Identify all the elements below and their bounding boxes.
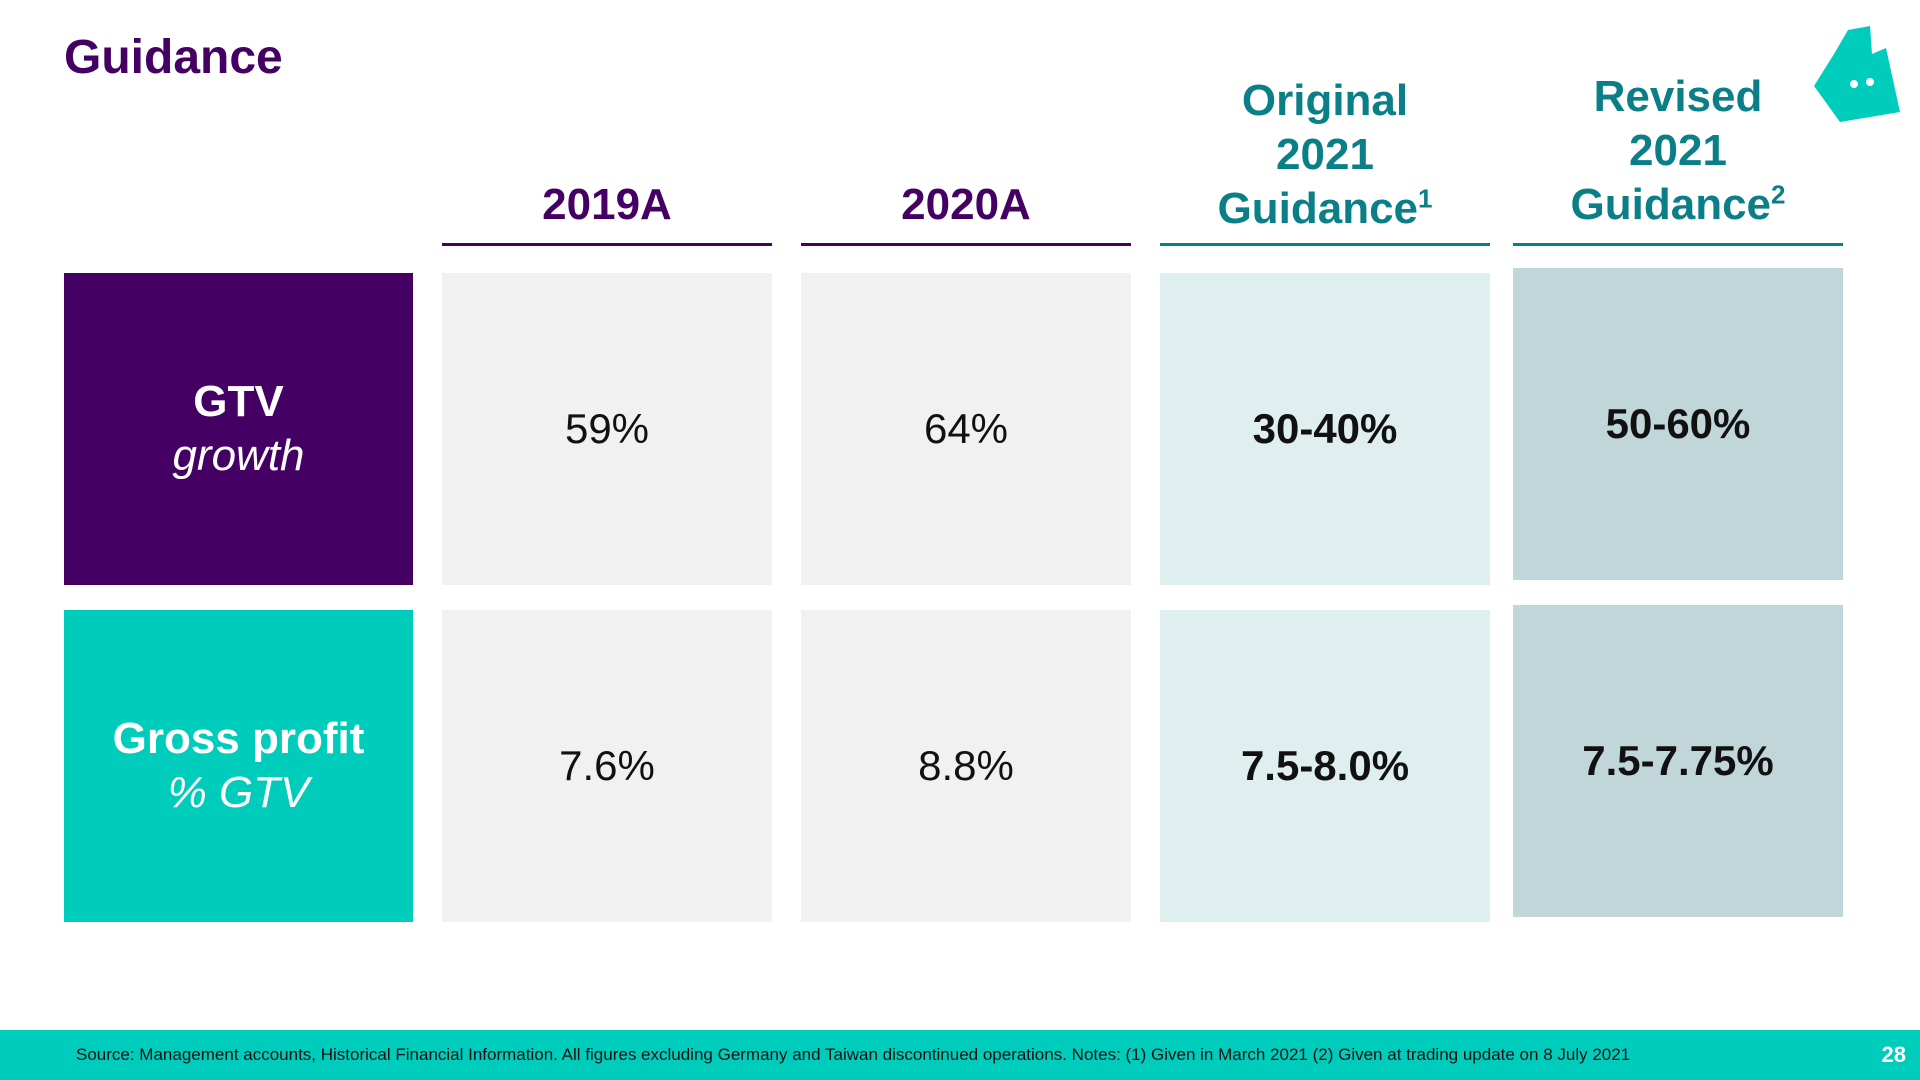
column-underline [801, 243, 1131, 246]
table-cell: 7.6% [442, 610, 772, 922]
row-label-main: Gross profit [112, 714, 365, 763]
table-cell: 30-40% [1160, 273, 1490, 585]
column-header-2020a: 2020A [801, 178, 1131, 232]
column-header-line: 2021 [1276, 130, 1374, 179]
footnote-marker: 2 [1771, 179, 1786, 210]
column-header-line: Original [1241, 76, 1409, 125]
page-number: 28 [1881, 1042, 1906, 1067]
table-cell: 7.5-7.75% [1513, 605, 1843, 917]
row-label-main: GTV [193, 377, 284, 426]
column-header-line: Guidance [1217, 184, 1419, 233]
column-header-line: 2020A [901, 180, 1031, 229]
column-underline [1160, 243, 1490, 246]
page-title: Guidance [64, 31, 283, 84]
column-header-2019a: 2019A [442, 178, 772, 232]
table-cell: 59% [442, 273, 772, 585]
table-cell: 8.8% [801, 610, 1131, 922]
kangaroo-logo-icon [1814, 26, 1900, 122]
row-label-gtv-growth: GTV growth [64, 273, 413, 585]
table-cell: 7.5-8.0% [1160, 610, 1490, 922]
table-cell: 64% [801, 273, 1131, 585]
row-label-sub: growth [172, 431, 305, 480]
row-label-gross-profit: Gross profit % GTV [64, 610, 413, 922]
column-header-original-guidance: Original 2021 Guidance1 [1160, 74, 1490, 236]
column-header-line: Guidance [1570, 180, 1772, 229]
column-underline [1513, 243, 1843, 246]
column-header-line: 2021 [1629, 126, 1727, 175]
table-cell: 50-60% [1513, 268, 1843, 580]
footer-bar: Source: Management accounts, Historical … [0, 1030, 1920, 1080]
column-header-revised-guidance: Revised 2021 Guidance2 [1513, 70, 1843, 232]
column-header-line: Revised [1593, 72, 1763, 121]
footnote-marker: 1 [1418, 183, 1433, 214]
row-label-sub: % GTV [167, 768, 310, 817]
column-header-line: 2019A [542, 180, 672, 229]
column-underline [442, 243, 772, 246]
source-note: Source: Management accounts, Historical … [76, 1045, 1631, 1064]
